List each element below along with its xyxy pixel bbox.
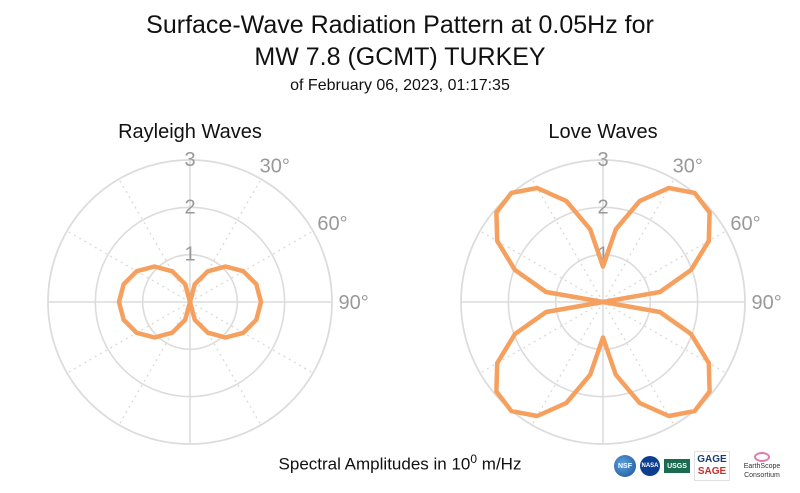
radiation-pattern-curve-0-0 — [116, 264, 264, 340]
gage-sage-logo: GAGE SAGE — [694, 451, 730, 481]
spoke-330 — [118, 178, 191, 303]
spoke-30 — [189, 178, 262, 303]
radial-grid-circle-1 — [141, 253, 239, 351]
usgs-logo: USGS — [664, 459, 690, 473]
spoke-150 — [189, 301, 262, 426]
radiation-pattern-curve-1-0 — [494, 185, 712, 419]
consortium-logo-text: Consortium — [744, 472, 780, 479]
angle-tick-label-90: 90° — [338, 292, 368, 314]
spoke-300 — [66, 230, 191, 303]
spoke-240 — [66, 301, 191, 374]
earthscope-logo: EarthScope Consortium — [734, 452, 790, 480]
angle-tick-label-30: 30° — [260, 155, 290, 177]
angle-tick-label-90: 90° — [751, 292, 781, 314]
nasa-logo: NASA — [640, 456, 660, 476]
radial-tick-label-1: 1 — [184, 244, 195, 266]
radial-tick-label-1: 1 — [597, 244, 608, 266]
nsf-logo: NSF — [614, 455, 636, 477]
amplitude-units-label: Spectral Amplitudes in 100 m/Hz — [0, 452, 800, 475]
panel-title-0: Rayleigh Waves — [118, 121, 262, 143]
earthscope-logo-text: EarthScope — [743, 463, 781, 470]
radial-grid-circle-1 — [554, 253, 652, 351]
panel-title-1: Love Waves — [548, 121, 657, 143]
radial-grid-circle-2 — [507, 206, 699, 398]
amplitude-exponent: 0 — [470, 452, 478, 466]
radial-tick-label-3: 3 — [597, 149, 608, 171]
radial-grid-circle-3 — [47, 159, 333, 445]
radial-grid-circle-3 — [460, 159, 746, 445]
gage-logo-text: GAGE — [697, 454, 727, 465]
radial-tick-label-3: 3 — [184, 149, 195, 171]
chart-title-line1: Surface-Wave Radiation Pattern at 0.05Hz… — [146, 11, 654, 39]
angle-tick-label-60: 60° — [730, 213, 760, 235]
sponsor-logos: NSF NASA USGS GAGE SAGE EarthScope Conso… — [614, 451, 790, 481]
spoke-60 — [189, 230, 314, 303]
angle-tick-label-60: 60° — [317, 213, 347, 235]
earthscope-ring-icon — [754, 452, 770, 462]
chart-subtitle: of February 06, 2023, 01:17:35 — [290, 77, 510, 94]
amplitude-label-prefix: Spectral Amplitudes in 10 — [278, 454, 471, 474]
radial-tick-label-2: 2 — [597, 196, 608, 218]
angle-tick-label-30: 30° — [673, 155, 703, 177]
spoke-120 — [189, 301, 314, 374]
spoke-210 — [118, 301, 191, 426]
radial-grid-circle-2 — [94, 206, 286, 398]
chart-title-line2: MW 7.8 (GCMT) TURKEY — [254, 43, 546, 71]
amplitude-label-suffix: m/Hz — [477, 454, 522, 474]
sage-logo-text: SAGE — [697, 466, 727, 477]
radial-tick-label-2: 2 — [184, 196, 195, 218]
